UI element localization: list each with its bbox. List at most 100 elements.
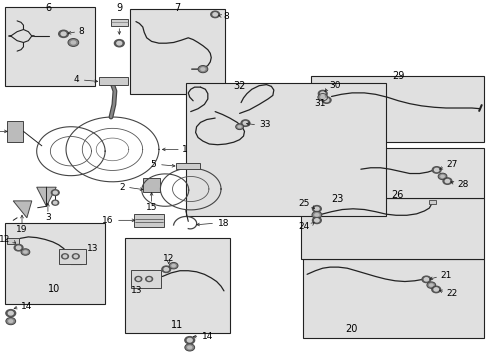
- Circle shape: [14, 244, 23, 251]
- Circle shape: [426, 282, 435, 288]
- Circle shape: [17, 246, 20, 249]
- Text: 30: 30: [329, 81, 341, 90]
- Circle shape: [184, 337, 194, 344]
- Text: 8: 8: [79, 27, 84, 36]
- Circle shape: [59, 30, 68, 37]
- Polygon shape: [37, 187, 56, 206]
- Text: 26: 26: [390, 190, 403, 200]
- Text: 9: 9: [116, 3, 122, 13]
- Text: 31: 31: [314, 99, 325, 108]
- Text: 4: 4: [73, 76, 79, 85]
- Circle shape: [324, 98, 328, 102]
- Circle shape: [200, 67, 205, 71]
- Circle shape: [164, 268, 168, 271]
- Circle shape: [235, 124, 243, 130]
- Text: 12: 12: [163, 254, 174, 263]
- Text: 13: 13: [87, 244, 99, 253]
- Text: 10: 10: [47, 284, 60, 294]
- Bar: [142, 178, 160, 192]
- Circle shape: [117, 41, 122, 45]
- Circle shape: [147, 278, 150, 280]
- Circle shape: [322, 97, 330, 103]
- Circle shape: [8, 319, 14, 323]
- Circle shape: [237, 125, 241, 128]
- Text: 21: 21: [440, 271, 451, 279]
- Circle shape: [53, 191, 57, 194]
- Text: 28: 28: [456, 180, 468, 189]
- Text: 14: 14: [201, 332, 212, 341]
- Circle shape: [428, 283, 433, 287]
- Circle shape: [61, 32, 66, 36]
- Text: 32: 32: [233, 81, 245, 91]
- Circle shape: [434, 168, 438, 171]
- Text: 2: 2: [119, 183, 124, 192]
- Bar: [99, 77, 128, 85]
- Bar: [59, 249, 85, 264]
- Circle shape: [421, 276, 430, 283]
- Text: 7: 7: [174, 3, 180, 13]
- Circle shape: [186, 346, 192, 349]
- Bar: [129, 9, 224, 94]
- Bar: [5, 223, 105, 304]
- Text: 5: 5: [150, 160, 156, 169]
- Bar: [134, 214, 163, 227]
- Bar: [300, 198, 483, 259]
- Circle shape: [311, 211, 321, 219]
- Bar: [131, 270, 161, 288]
- Circle shape: [162, 266, 170, 273]
- Circle shape: [314, 207, 318, 210]
- Circle shape: [6, 310, 16, 317]
- Circle shape: [184, 344, 194, 351]
- Text: 1: 1: [182, 145, 188, 154]
- Circle shape: [444, 180, 448, 183]
- Circle shape: [21, 249, 30, 255]
- Text: 13: 13: [131, 287, 142, 295]
- Circle shape: [437, 173, 446, 180]
- Text: 24: 24: [298, 222, 309, 231]
- Text: 14: 14: [21, 302, 32, 311]
- Circle shape: [210, 11, 219, 18]
- Bar: [310, 76, 483, 142]
- Circle shape: [439, 175, 444, 178]
- Text: 33: 33: [259, 120, 270, 129]
- Circle shape: [431, 286, 440, 293]
- Circle shape: [52, 200, 59, 205]
- Circle shape: [72, 254, 79, 259]
- Bar: [303, 259, 483, 338]
- Text: 20: 20: [344, 324, 357, 334]
- Text: 18: 18: [217, 219, 229, 228]
- Text: 12: 12: [0, 235, 11, 243]
- Circle shape: [51, 190, 59, 195]
- Circle shape: [424, 278, 427, 281]
- Circle shape: [314, 219, 318, 222]
- Bar: [428, 200, 435, 204]
- Circle shape: [313, 213, 319, 217]
- Circle shape: [319, 95, 325, 99]
- Circle shape: [312, 217, 321, 224]
- Circle shape: [114, 40, 124, 47]
- Circle shape: [23, 250, 28, 254]
- Text: 22: 22: [446, 289, 457, 297]
- Circle shape: [212, 13, 217, 16]
- Circle shape: [317, 94, 327, 101]
- Circle shape: [241, 120, 249, 126]
- Circle shape: [243, 121, 247, 125]
- Circle shape: [171, 264, 176, 267]
- Text: 3: 3: [45, 212, 51, 222]
- Bar: [124, 238, 229, 333]
- Text: 6: 6: [46, 3, 52, 13]
- Circle shape: [442, 178, 451, 184]
- Circle shape: [63, 255, 66, 258]
- Circle shape: [198, 66, 207, 73]
- Bar: [185, 83, 386, 216]
- Circle shape: [6, 318, 16, 325]
- Circle shape: [431, 167, 440, 173]
- Circle shape: [169, 262, 178, 269]
- Circle shape: [145, 276, 152, 282]
- Text: 29: 29: [391, 71, 404, 81]
- Circle shape: [136, 278, 140, 280]
- Bar: [356, 148, 483, 198]
- Circle shape: [433, 288, 437, 291]
- Text: 15: 15: [145, 202, 157, 211]
- Circle shape: [70, 40, 76, 45]
